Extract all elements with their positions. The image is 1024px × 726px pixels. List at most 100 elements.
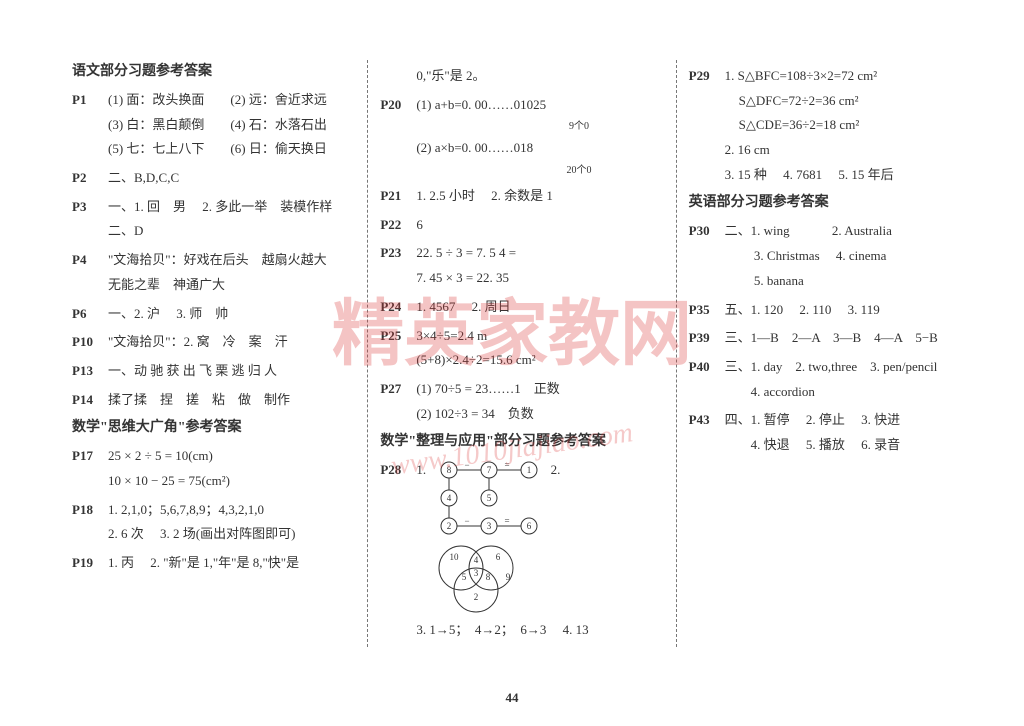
line: 3. Christmas 4. cinema — [725, 244, 972, 269]
page-ref: P10 — [72, 330, 108, 355]
p23-row: P23 22. 5 ÷ 3 = 7. 5 4 = 7. 45 × 3 = 22.… — [380, 241, 663, 290]
answer-text: 一、2. 沪 3. 师 帅 — [108, 302, 355, 327]
page-ref: P25 — [380, 324, 416, 373]
page-ref: P22 — [380, 213, 416, 238]
p24-row: P24 1. 4567 2. 周日 — [380, 295, 663, 320]
answer-text: "文海拾贝"：2. 窝 冷 案 汗 — [108, 330, 355, 355]
p27-row: P27 (1) 70÷5 = 23……1 正数 (2) 102÷3 = 34 负… — [380, 377, 663, 426]
page-ref: P39 — [689, 326, 725, 351]
svg-text:4: 4 — [447, 493, 452, 503]
answer-text: 1. 4567 2. 周日 — [416, 295, 663, 320]
answer-text: (1) 面：改头换面 (2) 远：舍近求远 (3) 白：黑白颠倒 (4) 石：水… — [108, 88, 355, 162]
answer-text: 6 — [416, 213, 663, 238]
line: 1. 2,1,0；5,6,7,8,9；4,3,2,1,0 — [108, 498, 355, 523]
svg-text:3: 3 — [474, 568, 479, 578]
line: 4. 快退 5. 播放 6. 录音 — [725, 433, 972, 458]
line: (1) a+b=0. 00……01025 — [416, 93, 663, 118]
svg-text:5: 5 — [462, 572, 467, 582]
p28-row: P28 1. 8 7 1 — [380, 458, 663, 643]
page-ref: P24 — [380, 295, 416, 320]
line: (2) 102÷3 = 34 负数 — [416, 402, 663, 427]
answer-text: (1) a+b=0. 00……01025 9个0 (2) a×b=0. 00……… — [416, 93, 663, 180]
svg-text:2: 2 — [447, 521, 452, 531]
answer-text: 22. 5 ÷ 3 = 7. 5 4 = 7. 45 × 3 = 22. 35 — [416, 241, 663, 290]
answer-text: 揉了揉 捏 搓 粘 做 制作 — [108, 388, 355, 413]
column-2: 0,"乐"是 2。 P20 (1) a+b=0. 00……01025 9个0 (… — [368, 60, 676, 647]
svg-text:−: − — [465, 460, 470, 470]
p40-row: P40 三、1. day 2. two,three 3. pen/pencil … — [689, 355, 972, 404]
line: (5) 七：七上八下 (6) 日：偷天换日 — [108, 137, 355, 162]
page-ref: P30 — [689, 219, 725, 293]
svg-text:10: 10 — [450, 552, 460, 562]
svg-text:6: 6 — [496, 552, 501, 562]
p17-row: P17 25 × 2 ÷ 5 = 10(cm) 10 × 10 − 25 = 7… — [72, 444, 355, 493]
answer-text: 二、1. wing 2. Australia 3. Christmas 4. c… — [725, 219, 972, 293]
page-ref: P35 — [689, 298, 725, 323]
answer-text: (1) 70÷5 = 23……1 正数 (2) 102÷3 = 34 负数 — [416, 377, 663, 426]
underbrace: 20个0 — [494, 161, 663, 180]
line: S△DFC=72÷2=36 cm² — [725, 89, 972, 114]
line: 7. 45 × 3 = 22. 35 — [416, 266, 663, 291]
answer-text: 3×4÷5=2.4 m (5+8)×2.4÷2=15.6 cm² — [416, 324, 663, 373]
answer-text: 五、1. 120 2. 110 3. 119 — [725, 298, 972, 323]
p30-row: P30 二、1. wing 2. Australia 3. Christmas … — [689, 219, 972, 293]
p22-row: P22 6 — [380, 213, 663, 238]
page-ref: P27 — [380, 377, 416, 426]
answer-text: 三、1. day 2. two,three 3. pen/pencil 4. a… — [725, 355, 972, 404]
answer-text: 一、动 驰 获 出 飞 栗 逃 归 人 — [108, 359, 355, 384]
page-ref: P40 — [689, 355, 725, 404]
english-section-title: 英语部分习题参考答案 — [689, 191, 972, 211]
cont-row: 0,"乐"是 2。 — [380, 64, 663, 89]
page-ref: P43 — [689, 408, 725, 457]
line: 4. accordion — [725, 380, 972, 405]
line: 22. 5 ÷ 3 = 7. 5 4 = — [416, 241, 663, 266]
venn-diagram: 10 4 6 5 3 8 9 2 — [416, 538, 536, 618]
node-diagram: 8 7 1 −= 4 5 2 3 6 −= — [429, 458, 539, 538]
page-ref: P19 — [72, 551, 108, 576]
svg-text:=: = — [505, 516, 510, 526]
answer-text: 1. 2,1,0；5,6,7,8,9；4,3,2,1,0 2. 6 次 3. 2… — [108, 498, 355, 547]
answer-text: 1. 丙 2. "新"是 1,"年"是 8,"快"是 — [108, 551, 355, 576]
line: "文海拾贝"：好戏在后头 越扇火越大 — [108, 248, 355, 273]
page-ref: P14 — [72, 388, 108, 413]
svg-text:9: 9 — [506, 572, 511, 582]
line: 二、1. wing 2. Australia — [725, 219, 972, 244]
page-ref: P4 — [72, 248, 108, 297]
answer-text: 1. 8 7 1 − = — [416, 458, 663, 643]
line: 3. 15 种 4. 7681 5. 15 年后 — [725, 163, 972, 188]
p21-row: P21 1. 2.5 小时 2. 余数是 1 — [380, 184, 663, 209]
column-1: 语文部分习题参考答案 P1 (1) 面：改头换面 (2) 远：舍近求远 (3) … — [60, 60, 368, 647]
math-app-title: 数学"整理与应用"部分习题参考答案 — [380, 430, 663, 450]
line: 1. S△BFC=108÷3×2=72 cm² — [725, 64, 972, 89]
p39-row: P39 三、1—B 2—A 3—B 4—A 5−B — [689, 326, 972, 351]
p13-row: P13 一、动 驰 获 出 飞 栗 逃 归 人 — [72, 359, 355, 384]
answer-text: 1. 2.5 小时 2. 余数是 1 — [416, 184, 663, 209]
line: (1) 面：改头换面 (2) 远：舍近求远 — [108, 88, 355, 113]
page-ref: P18 — [72, 498, 108, 547]
line: 5. banana — [725, 269, 972, 294]
answer-text: "文海拾贝"：好戏在后头 越扇火越大 无能之辈 神通广大 — [108, 248, 355, 297]
page-ref: P3 — [72, 195, 108, 244]
answer-text: 四、1. 暂停 2. 停止 3. 快进 4. 快退 5. 播放 6. 录音 — [725, 408, 972, 457]
line: (1) 70÷5 = 23……1 正数 — [416, 377, 663, 402]
svg-text:3: 3 — [487, 521, 492, 531]
p3-row: P3 一、1. 回 男 2. 多此一举 装模作样 二、D — [72, 195, 355, 244]
answer-text: 0,"乐"是 2。 — [416, 64, 663, 89]
svg-text:7: 7 — [487, 465, 492, 475]
p10-row: P10 "文海拾贝"：2. 窝 冷 案 汗 — [72, 330, 355, 355]
page-ref — [380, 64, 416, 89]
answer-text: 一、1. 回 男 2. 多此一举 装模作样 二、D — [108, 195, 355, 244]
svg-text:1: 1 — [527, 465, 532, 475]
p2-row: P2 二、B,D,C,C — [72, 166, 355, 191]
label: 1. — [416, 462, 426, 477]
page-ref: P20 — [380, 93, 416, 180]
page-number: 44 — [506, 690, 519, 706]
page-ref: P1 — [72, 88, 108, 162]
page-ref: P23 — [380, 241, 416, 290]
page-ref: P17 — [72, 444, 108, 493]
svg-text:8: 8 — [486, 572, 491, 582]
line: 25 × 2 ÷ 5 = 10(cm) — [108, 444, 355, 469]
p6-row: P6 一、2. 沪 3. 师 帅 — [72, 302, 355, 327]
p19-row: P19 1. 丙 2. "新"是 1,"年"是 8,"快"是 — [72, 551, 355, 576]
answer-text: 1. S△BFC=108÷3×2=72 cm² S△DFC=72÷2=36 cm… — [725, 64, 972, 187]
